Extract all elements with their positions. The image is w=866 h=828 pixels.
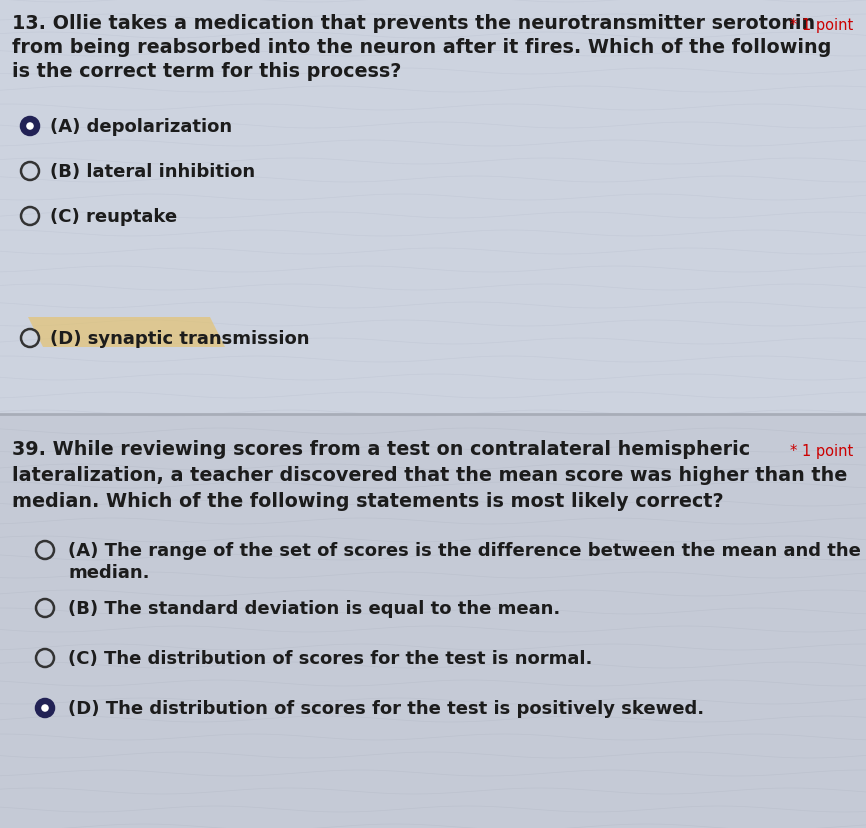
Text: 39. While reviewing scores from a test on contralateral hemispheric: 39. While reviewing scores from a test o… (12, 440, 750, 459)
Circle shape (26, 123, 34, 131)
FancyBboxPatch shape (0, 415, 866, 828)
Text: (B) The standard deviation is equal to the mean.: (B) The standard deviation is equal to t… (68, 599, 560, 617)
Polygon shape (28, 318, 225, 348)
Text: (A) The range of the set of scores is the difference between the mean and the: (A) The range of the set of scores is th… (68, 542, 861, 560)
Text: * 1 point: * 1 point (790, 18, 853, 33)
Circle shape (36, 699, 54, 717)
Text: * 1 point: * 1 point (790, 444, 853, 459)
Circle shape (21, 118, 39, 136)
Text: 13. Ollie takes a medication that prevents the neurotransmitter serotonin: 13. Ollie takes a medication that preven… (12, 14, 815, 33)
Text: (A) depolarization: (A) depolarization (50, 118, 232, 136)
Text: (D) synaptic transmission: (D) synaptic transmission (50, 330, 309, 348)
Text: from being reabsorbed into the neuron after it fires. Which of the following: from being reabsorbed into the neuron af… (12, 38, 831, 57)
Text: (D) The distribution of scores for the test is positively skewed.: (D) The distribution of scores for the t… (68, 699, 704, 717)
Text: (C) The distribution of scores for the test is normal.: (C) The distribution of scores for the t… (68, 649, 592, 667)
Text: median. Which of the following statements is most likely correct?: median. Which of the following statement… (12, 491, 724, 510)
Text: median.: median. (68, 563, 150, 581)
FancyBboxPatch shape (0, 0, 866, 415)
Text: (B) lateral inhibition: (B) lateral inhibition (50, 163, 255, 181)
Text: lateralization, a teacher discovered that the mean score was higher than the: lateralization, a teacher discovered tha… (12, 465, 847, 484)
Text: (C) reuptake: (C) reuptake (50, 208, 178, 226)
Circle shape (42, 705, 48, 712)
Text: is the correct term for this process?: is the correct term for this process? (12, 62, 401, 81)
